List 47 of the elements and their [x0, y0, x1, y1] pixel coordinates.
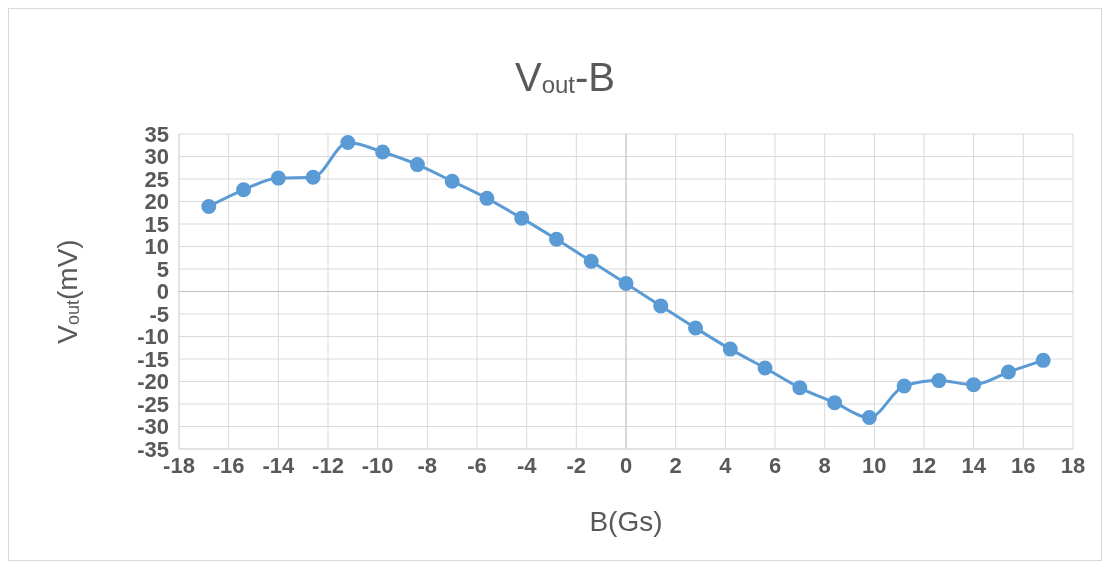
point [757, 360, 773, 376]
x-tick-label: -8 [417, 452, 438, 478]
point [201, 198, 217, 214]
x-tick-label: 10 [862, 452, 887, 478]
x-tick-label: 2 [669, 452, 682, 478]
point [583, 253, 599, 269]
point [479, 190, 495, 206]
x-tick-label: -16 [212, 452, 245, 478]
x-tick-label: 4 [719, 452, 733, 478]
point [548, 231, 564, 247]
point [827, 395, 843, 411]
point [305, 169, 321, 185]
x-tick-label: -12 [312, 452, 344, 478]
x-tick-label: 8 [818, 452, 831, 478]
x-tick-label: 16 [1011, 452, 1036, 478]
point [270, 170, 286, 186]
point [375, 144, 391, 160]
x-tick-label: -10 [361, 452, 394, 478]
point [792, 380, 808, 396]
x-tick-label: 12 [911, 452, 937, 478]
point [444, 173, 460, 189]
point [653, 298, 669, 314]
x-tick-label: 6 [768, 452, 782, 478]
y-tick-label: -30 [137, 414, 169, 440]
x-tick-label: -4 [516, 452, 538, 478]
point [1035, 352, 1051, 368]
point [618, 275, 634, 291]
chart-title: V$_{out}$-B [514, 55, 616, 99]
x-tick-label: 18 [1060, 452, 1086, 478]
point [966, 377, 982, 393]
point [514, 210, 530, 226]
point [896, 378, 912, 394]
x-axis-title: B(Gs) [589, 506, 663, 537]
point [722, 341, 738, 357]
point [1000, 364, 1016, 380]
point [340, 135, 356, 151]
x-tick-label: -14 [262, 452, 295, 478]
point [688, 320, 704, 336]
point [236, 182, 252, 198]
y-tick-label: 35 [144, 121, 169, 147]
x-tick-label: 14 [961, 452, 987, 478]
point [861, 410, 877, 425]
x-tick-label: 0 [619, 452, 633, 478]
x-tick-label: -2 [566, 452, 587, 478]
point [931, 373, 947, 389]
x-tick-label: -6 [467, 452, 487, 478]
point [409, 157, 425, 173]
